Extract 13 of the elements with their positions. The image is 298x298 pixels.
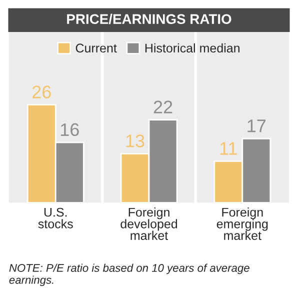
- legend-label: Current: [76, 44, 117, 53]
- chart-title: PRICE/EARNINGS RATIO: [67, 14, 232, 24]
- data-label: 17: [248, 120, 266, 132]
- data-label: 11: [220, 142, 237, 155]
- data-label: 16: [60, 123, 79, 136]
- x-tick-label: Foreign emerging market: [216, 208, 268, 240]
- legend-label: Historical median: [145, 43, 240, 53]
- data-label: 22: [154, 100, 172, 114]
- text: NOTE: P/E ratio is based on 10 years of average earnings.: [9, 264, 250, 286]
- data-label: 13: [126, 134, 144, 148]
- x-tick-label: U.S. stocks: [38, 208, 73, 228]
- x-tick-label: Foreign developed market: [120, 208, 178, 240]
- data-label: 26: [32, 86, 51, 98]
